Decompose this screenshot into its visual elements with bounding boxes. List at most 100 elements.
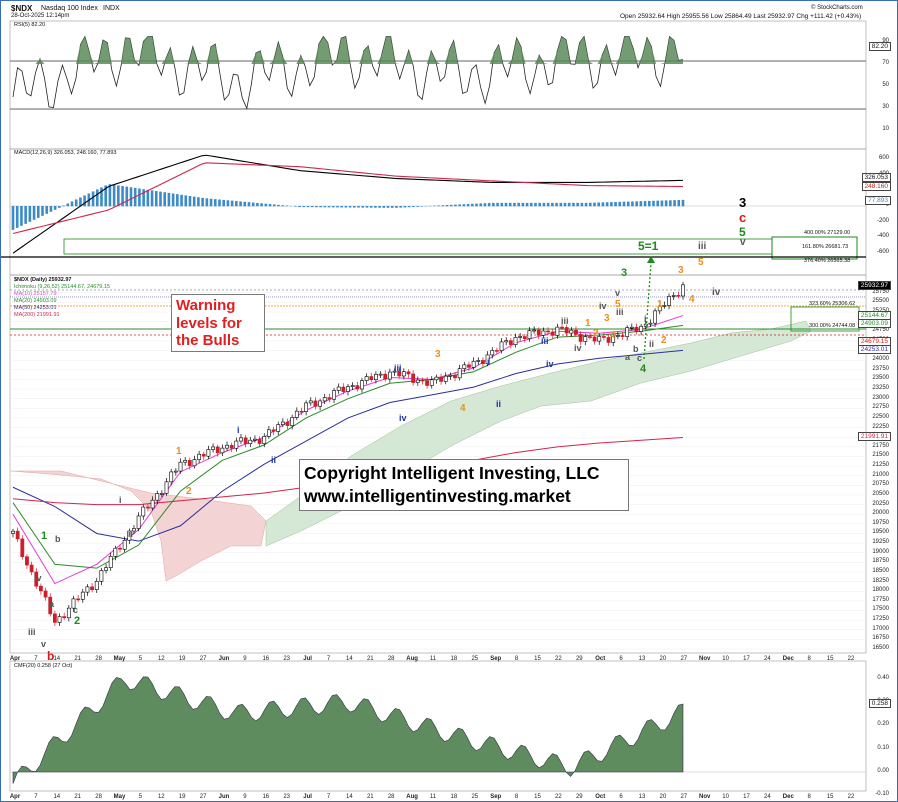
copyright-box: Copyright Intelligent Investing, LLC www… xyxy=(299,459,629,511)
fib-box-upper xyxy=(63,238,773,255)
price-tick: 17500 xyxy=(872,606,889,613)
candle-body xyxy=(504,340,509,343)
x-axis-tick-label-bottom: 8 xyxy=(515,794,519,800)
candle-body xyxy=(639,325,644,332)
macd-histogram-bar xyxy=(117,185,120,207)
rsi-value-tag: 82.20 xyxy=(868,42,891,51)
candle-body xyxy=(625,327,630,337)
x-axis-tick-label-bottom: 16 xyxy=(262,794,269,800)
candle-body xyxy=(364,376,369,381)
price-tick: 20750 xyxy=(872,481,889,488)
macd-histogram-bar xyxy=(213,199,217,207)
wave-orange-3-aug: 3 xyxy=(435,349,441,360)
macd-tag-2: 77.893 xyxy=(865,196,891,205)
x-axis-tick-label: 7 xyxy=(34,656,38,662)
macd-histogram-bar xyxy=(150,190,154,207)
macd-tick: 0 xyxy=(885,202,889,208)
x-axis-tick-label-bottom: 20 xyxy=(660,794,667,800)
macd-histogram-bar xyxy=(83,195,86,207)
macd-histogram-bar xyxy=(357,206,360,208)
wave-label-b-apr: b xyxy=(55,534,61,544)
wave-label-a-apr: a xyxy=(49,599,55,609)
candle-body xyxy=(136,515,141,529)
x-axis-tick-label-bottom: 5 xyxy=(139,794,143,800)
candle-body xyxy=(313,400,318,407)
wave-label-iii-oct: iii xyxy=(616,307,624,317)
candle-body xyxy=(550,331,555,336)
price-legend-2: MA(10) 25157.79 xyxy=(14,291,57,297)
macd-histogram-bar xyxy=(302,206,306,208)
wave-right-5: 5 xyxy=(739,225,746,239)
wave-right-3: 3 xyxy=(739,195,747,210)
x-axis-tick-label: 22 xyxy=(555,656,562,662)
wave-5-equals-1: 5=1 xyxy=(638,239,659,253)
macd-histogram-bar xyxy=(631,201,634,207)
copyright-line: Copyright Intelligent Investing, LLC xyxy=(304,463,600,483)
price-tick: 22500 xyxy=(872,413,889,420)
macd-histogram-bar xyxy=(656,200,660,207)
price-tick: 25500 xyxy=(872,298,889,305)
candle-body xyxy=(499,341,504,351)
wave-label-ii-oct: ii xyxy=(649,339,655,349)
price-tick: 21750 xyxy=(872,442,889,449)
macd-histogram-bar xyxy=(462,204,466,207)
macd-histogram-bar xyxy=(433,205,436,207)
macd-histogram-bar xyxy=(580,202,584,207)
price-tick: 23750 xyxy=(872,365,889,372)
x-axis-tick-label: 6 xyxy=(619,656,623,662)
candle-body xyxy=(611,336,616,343)
candle-body xyxy=(574,329,578,335)
x-axis-tick-label-bottom: 28 xyxy=(95,794,102,800)
candle-body xyxy=(159,493,164,495)
cmf-tick: -0.10 xyxy=(875,791,889,798)
macd-histogram-bar xyxy=(159,191,162,207)
macd-histogram-bar xyxy=(361,206,365,208)
candle-body xyxy=(401,371,406,377)
candle-body xyxy=(648,322,653,325)
macd-histogram-bar xyxy=(264,203,268,207)
candle-body xyxy=(257,438,262,444)
wave-orange-5-oct: 5 xyxy=(615,299,621,310)
macd-histogram-bar xyxy=(479,203,483,207)
macd-histogram-bar xyxy=(331,206,335,208)
candle-body xyxy=(602,336,606,338)
candle-body xyxy=(99,570,104,582)
candle-body xyxy=(39,585,43,592)
candle-body xyxy=(183,460,188,463)
x-axis-tick-label: Nov xyxy=(699,656,711,662)
price-tick: 16750 xyxy=(872,635,889,642)
candle-body xyxy=(104,567,108,571)
macd-histogram-bar xyxy=(521,202,525,207)
candle-body xyxy=(290,417,295,426)
macd-histogram-bar xyxy=(79,197,82,207)
macd-histogram-bar xyxy=(53,206,57,210)
price-tick: 23250 xyxy=(872,385,889,392)
x-axis-tick-label-bottom: 27 xyxy=(200,794,207,800)
wave-label-iv-sep-blue: iv xyxy=(546,359,554,369)
wave-label-i-jun: i xyxy=(237,425,240,435)
macd-histogram-bar xyxy=(247,202,251,207)
macd-histogram-bar xyxy=(142,189,145,207)
cmf-series xyxy=(12,676,684,784)
macd-histogram-bar xyxy=(272,204,276,207)
candle-body xyxy=(662,305,667,307)
macd-histogram-bar xyxy=(167,192,171,207)
macd-histogram-bar xyxy=(285,205,289,207)
macd-histogram-bar xyxy=(32,206,36,220)
macd-histogram-bar xyxy=(138,188,141,207)
x-axis-tick-label: 15 xyxy=(827,656,834,662)
macd-histogram-bar xyxy=(551,202,554,207)
macd-histogram-bar xyxy=(525,202,529,207)
macd-histogram-bar xyxy=(390,206,394,208)
ichimoku-cloud-green xyxy=(265,320,812,547)
candle-body xyxy=(285,421,290,426)
wave-label-iv-jul: iv xyxy=(399,413,407,423)
price-tick: 23000 xyxy=(872,394,889,401)
candle-body xyxy=(294,410,299,418)
candle-body xyxy=(253,438,257,441)
x-axis-tick-label-bottom: Nov xyxy=(699,794,711,800)
x-axis-tick-label: Dec xyxy=(783,656,795,662)
macd-tag-0: 326.053 xyxy=(861,173,891,182)
price-tick: 17750 xyxy=(872,596,889,603)
x-axis-tick-label: 14 xyxy=(53,656,60,662)
